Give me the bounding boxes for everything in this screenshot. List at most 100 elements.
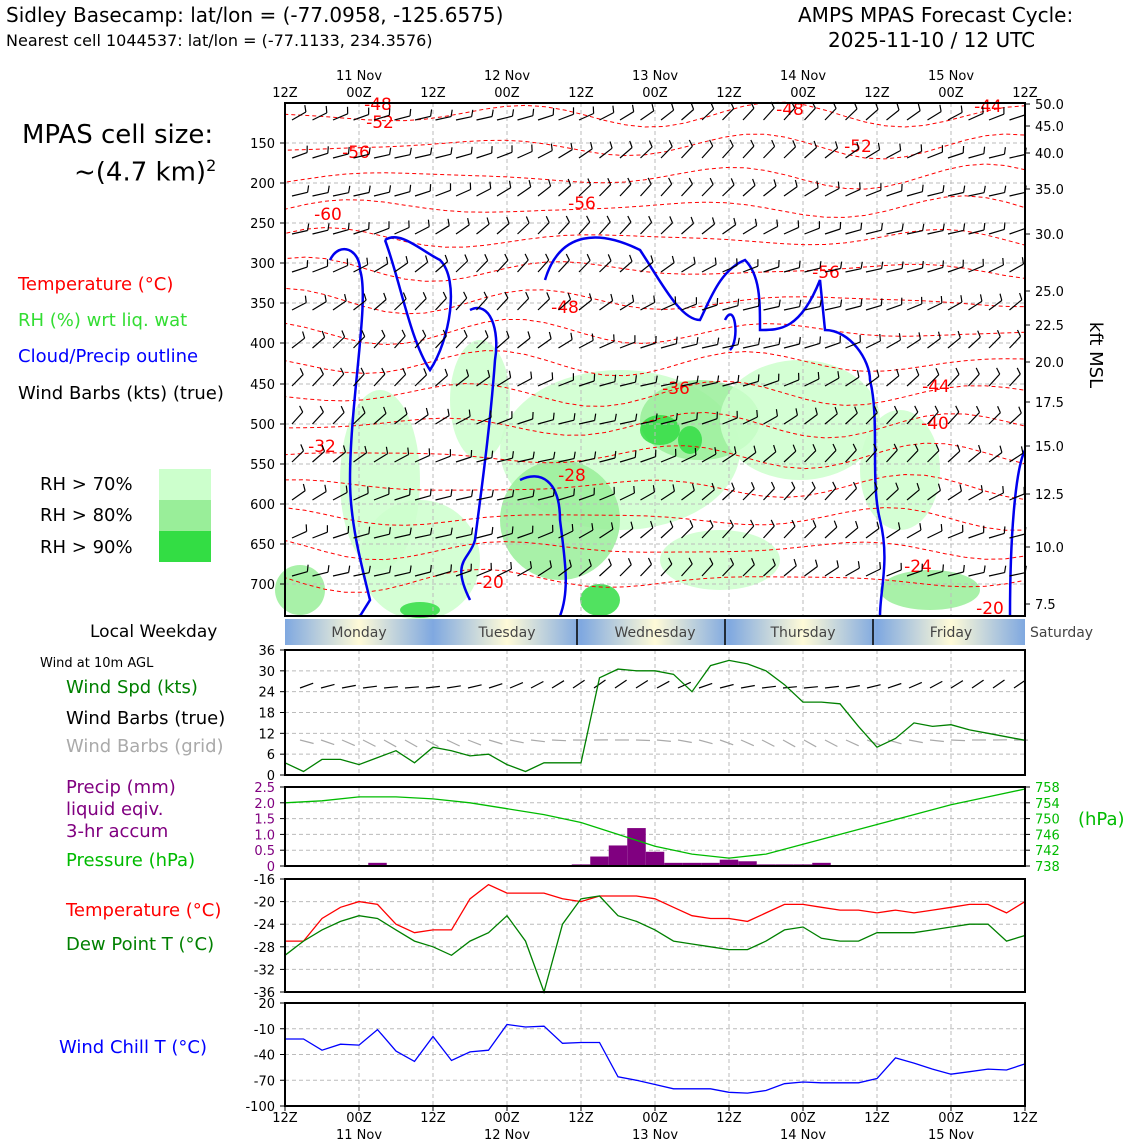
wind-barb-staff (332, 412, 345, 425)
wind-barb-flag (1002, 486, 1004, 494)
wind-barb-flag (955, 405, 960, 413)
wind-barb-flag (940, 524, 943, 532)
wind-barb-staff (496, 115, 513, 121)
wind-barb (455, 369, 470, 387)
wind-barb-staff (640, 527, 654, 539)
wind-barb (353, 367, 365, 387)
wind-barb-staff (394, 533, 411, 539)
wind-barb (701, 217, 716, 235)
wind-barb-flag (714, 447, 717, 455)
surface-barb-grid (803, 739, 817, 748)
wind-barb-flag (324, 484, 327, 492)
wind-barb-staff (660, 302, 676, 311)
wind-barb-staff (906, 150, 922, 159)
weekday-band (729, 619, 877, 645)
wind-barb-flag (506, 216, 510, 224)
wind-barb-flag (491, 489, 494, 497)
wind-barb-staff (906, 338, 921, 349)
wind-barb-flag (327, 565, 330, 573)
wind-barb (906, 368, 920, 387)
wind-barb (927, 331, 941, 349)
precip-bar (812, 862, 831, 866)
isotherm-13 (284, 507, 1026, 531)
wind-barb (906, 103, 921, 121)
wind-barb-staff (947, 490, 962, 501)
surface-barb-true (551, 680, 565, 689)
wind-barb-staff (763, 185, 777, 197)
wind-barb (455, 409, 471, 425)
wind-barb-flag (553, 451, 556, 459)
wind-barb (722, 410, 738, 425)
wind-barb-staff (968, 112, 984, 121)
wind-barb (578, 333, 594, 349)
wind-barb-flag (798, 336, 801, 345)
wind-barb (763, 101, 775, 121)
wind-barb (394, 108, 412, 121)
surface-barb-true (929, 680, 943, 689)
wind-barb-staff (640, 261, 654, 273)
wind-barb-staff (947, 301, 963, 311)
wind-barb (517, 179, 532, 197)
precip-tick-label: 0 (267, 860, 275, 875)
wind-barb-flag (524, 253, 529, 261)
rh-shading-4 (720, 360, 880, 480)
wind-barb-flag (834, 406, 838, 414)
wind-barb-staff (291, 191, 308, 197)
wind-barb-flag (1004, 565, 1007, 573)
wind-barb (1009, 329, 1022, 349)
wind-barb-flag (302, 483, 306, 491)
wind-barb (455, 217, 470, 235)
wind-barb-staff (517, 457, 534, 463)
date-label-top: 15 Nov (928, 69, 974, 84)
surface-barb-grid (425, 739, 439, 748)
wind-barb-staff (476, 223, 490, 235)
wind-barb-flag (388, 108, 391, 116)
wind-barb-staff (353, 373, 365, 387)
wind-barb (681, 102, 695, 121)
wind-barb-staff (763, 415, 778, 425)
pressure-tick-label: 450 (250, 378, 275, 393)
wind-barb-flag (450, 564, 452, 572)
wind-barb (968, 258, 984, 273)
wind-barb-staff (906, 110, 921, 121)
wind-barb (455, 146, 473, 159)
wind-barb-flag (757, 299, 760, 307)
isotherm-label: -20 (976, 599, 1004, 619)
wind-barb-staff (742, 344, 759, 349)
wind-barb-staff (435, 570, 451, 577)
chill-tick-label: -100 (245, 1100, 275, 1115)
wind-barb (701, 519, 714, 539)
surface-barb-grid (551, 739, 567, 742)
wind-barb-flag (940, 295, 943, 304)
surface-barb-grid (761, 739, 775, 747)
wind-chill-line (285, 1023, 1026, 1094)
wind-barb-flag (731, 482, 735, 490)
legend-precip-3: 3-hr accum (66, 821, 169, 842)
wind-barb (414, 147, 433, 159)
wind-barb (394, 447, 410, 463)
wind-barb-staff (476, 496, 493, 501)
wind-barb (947, 564, 965, 577)
wind-barb-staff (660, 455, 677, 463)
wind-barb-staff (886, 190, 902, 197)
cloud-outline-4 (519, 475, 568, 617)
wind-barb (476, 253, 489, 273)
wind-barb (886, 368, 900, 387)
wind-barb-staff (394, 191, 411, 197)
wind-barb (312, 146, 329, 159)
wind-barb (968, 444, 982, 463)
wind-barb (435, 564, 452, 577)
wind-barb-staff (927, 111, 942, 121)
wind-barb-staff (886, 109, 900, 121)
wind-barb (291, 145, 308, 159)
wind-barb (968, 330, 981, 349)
wind-barb-staff (824, 413, 838, 425)
wind-barb-flag (772, 558, 776, 566)
wind-barb (517, 216, 530, 235)
wind-barb-staff (435, 225, 450, 235)
wind-barb-staff (496, 297, 509, 311)
wind-barb-flag (937, 331, 941, 339)
wind-barb-flag (957, 330, 961, 338)
wind-barb-staff (701, 184, 714, 197)
